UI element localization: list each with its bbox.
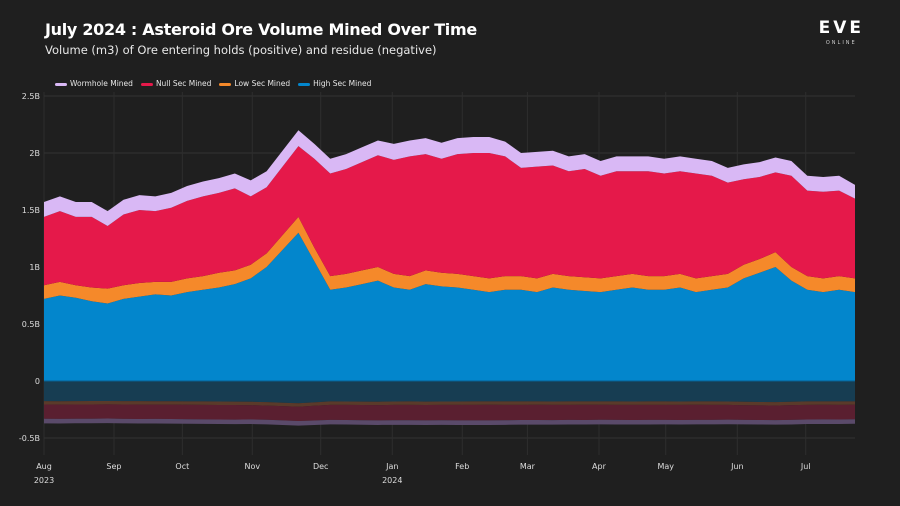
y-tick-label: 2.5B bbox=[22, 92, 40, 101]
area-null bbox=[44, 146, 855, 289]
x-tick-label: Oct bbox=[175, 462, 189, 471]
legend-label: High Sec Mined bbox=[313, 79, 372, 88]
x-tick-label: Aug bbox=[36, 462, 52, 471]
legend-swatch bbox=[55, 82, 67, 86]
legend-label: Null Sec Mined bbox=[155, 79, 212, 88]
x-tick-label: Jun bbox=[730, 462, 744, 471]
area-high bbox=[44, 232, 855, 381]
x-tick-label: Jan bbox=[385, 462, 398, 471]
legend-low-sec[interactable]: Low Sec Mined bbox=[219, 79, 290, 89]
y-tick-label: 1.5B bbox=[22, 206, 40, 215]
area-wormhole bbox=[44, 130, 855, 226]
residue-area-null bbox=[44, 404, 855, 422]
chart-subtitle: Volume (m3) of Ore entering holds (posit… bbox=[45, 43, 437, 57]
x-tick-label: Nov bbox=[245, 462, 261, 471]
legend-null-sec[interactable]: Null Sec Mined bbox=[140, 79, 212, 89]
area-low bbox=[44, 216, 855, 304]
logo-wordmark: EVE bbox=[818, 18, 864, 38]
y-tick-label: 0.5B bbox=[22, 320, 40, 329]
residue-area-wormhole bbox=[44, 418, 855, 426]
residue-area-low bbox=[44, 400, 855, 407]
y-tick-label: 1B bbox=[29, 263, 40, 272]
legend-swatch bbox=[298, 82, 311, 86]
x-tick-label: Mar bbox=[520, 462, 536, 471]
chart-title: July 2024 : Asteroid Ore Volume Mined Ov… bbox=[45, 20, 477, 39]
legend-label: Low Sec Mined bbox=[234, 79, 291, 88]
x-tick-label: Jul bbox=[800, 462, 811, 471]
logo-subtext: ONLINE bbox=[825, 40, 857, 46]
x-tick-year-label: 2023 bbox=[34, 476, 54, 485]
x-tick-label: Apr bbox=[592, 462, 607, 471]
x-tick-label: Dec bbox=[313, 462, 328, 471]
legend-wormhole[interactable]: Wormhole Mined bbox=[55, 79, 133, 89]
x-tick-label: Feb bbox=[455, 462, 469, 471]
eve-online-logo: EVE ONLINE bbox=[819, 18, 864, 47]
legend-label: Wormhole Mined bbox=[70, 79, 133, 88]
residue-area-high bbox=[44, 381, 855, 404]
x-tick-label: May bbox=[657, 462, 674, 471]
x-tick-year-label: 2024 bbox=[382, 476, 402, 485]
legend-high-sec[interactable]: High Sec Mined bbox=[298, 79, 371, 89]
chart-legend: Wormhole Mined Null Sec Mined Low Sec Mi… bbox=[55, 79, 371, 89]
x-tick-label: Sep bbox=[106, 462, 121, 471]
y-tick-label: 2B bbox=[29, 149, 40, 158]
y-tick-label: 0 bbox=[35, 377, 40, 386]
legend-swatch bbox=[140, 82, 153, 86]
y-tick-label: -0.5B bbox=[19, 434, 40, 443]
legend-swatch bbox=[219, 82, 232, 86]
